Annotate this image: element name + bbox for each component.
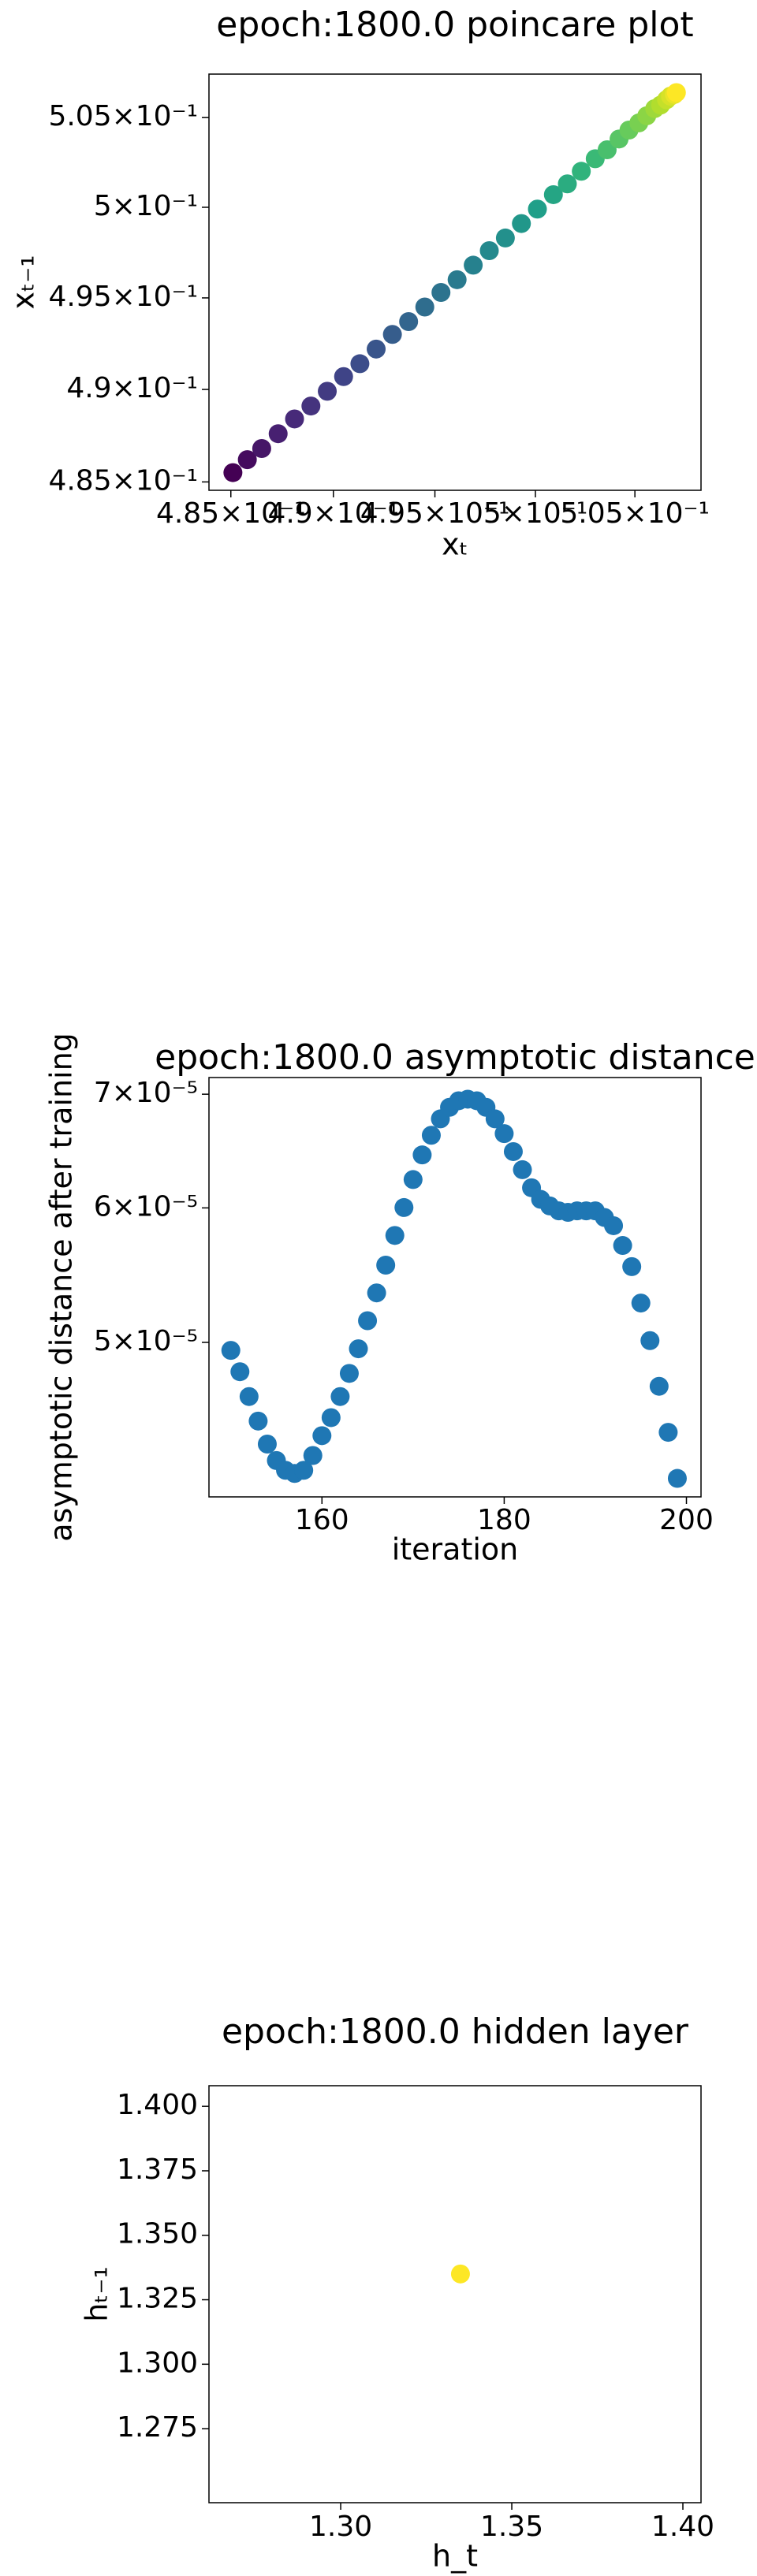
x-axis-label: iteration: [392, 1532, 519, 1567]
point: [268, 424, 288, 444]
point: [513, 1160, 532, 1179]
point: [367, 1283, 386, 1303]
point: [543, 184, 563, 204]
y-tick-label: 1.275: [117, 2411, 198, 2444]
point: [450, 2264, 470, 2284]
point: [613, 1236, 632, 1256]
point: [248, 1411, 268, 1431]
point: [334, 367, 353, 386]
y-tick-label: 6×10⁻⁵: [94, 1190, 198, 1223]
point: [479, 240, 499, 260]
point: [495, 228, 515, 248]
y-tick-label: 7×10⁻⁵: [94, 1077, 198, 1109]
y-axis-label: xₜ₋₁: [6, 255, 41, 310]
point: [312, 1426, 332, 1446]
point: [640, 1331, 660, 1350]
axes-frame: [208, 1077, 702, 1498]
x-axis-label: h_t: [432, 2539, 478, 2574]
point: [385, 1226, 405, 1245]
x-axis-label: xₜ: [442, 527, 468, 562]
point: [285, 409, 304, 429]
y-tick-label: 1.350: [117, 2218, 198, 2250]
point: [503, 1141, 523, 1161]
y-axis-label: hₜ₋₁: [80, 2266, 114, 2322]
y-tick-label: 4.95×10⁻¹: [48, 281, 198, 313]
y-tick-label: 1.375: [117, 2153, 198, 2186]
point: [512, 214, 531, 233]
point: [350, 354, 370, 374]
point: [667, 1469, 687, 1488]
point: [604, 1215, 624, 1235]
point: [631, 1294, 651, 1313]
point: [330, 1387, 350, 1406]
point: [485, 1109, 505, 1129]
point: [658, 1423, 678, 1442]
x-tick-label: 1.30: [309, 2511, 372, 2543]
point: [494, 1124, 514, 1144]
x-tick-label: 4.9×10⁻¹: [267, 497, 399, 530]
x-tick-label: 5×10⁻¹: [483, 497, 587, 530]
point: [318, 382, 337, 401]
point: [421, 1126, 441, 1145]
point: [557, 174, 577, 194]
point: [412, 1145, 432, 1165]
chart-title: epoch:1800.0 poincare plot: [216, 5, 693, 45]
chart-title: epoch:1800.0 hidden layer: [222, 2012, 689, 2052]
point: [376, 1255, 396, 1275]
point: [431, 282, 451, 302]
point: [415, 297, 434, 317]
point: [223, 463, 243, 482]
axes-frame: [208, 2085, 702, 2503]
point: [301, 396, 321, 416]
axes-frame: [208, 73, 702, 491]
point: [447, 270, 467, 289]
point: [257, 1435, 277, 1454]
y-tick-label: 1.300: [117, 2347, 198, 2379]
x-tick-label: 160: [295, 1504, 349, 1536]
point: [367, 339, 386, 359]
point: [303, 1446, 323, 1465]
point: [339, 1364, 359, 1383]
y-tick-label: 1.325: [117, 2283, 198, 2315]
point: [649, 1376, 669, 1396]
point: [358, 1311, 378, 1331]
point: [403, 1170, 423, 1189]
point: [239, 1387, 259, 1406]
point: [666, 83, 686, 102]
y-tick-label: 4.9×10⁻¹: [66, 372, 198, 404]
y-tick-label: 5.05×10⁻¹: [48, 100, 198, 132]
y-tick-label: 5×10⁻⁵: [94, 1325, 198, 1357]
point: [464, 255, 483, 275]
x-tick-label: 4.85×10⁻¹: [156, 497, 306, 530]
x-tick-label: 4.95×10⁻¹: [360, 497, 510, 530]
point: [252, 439, 271, 459]
x-tick-label: 1.35: [480, 2511, 543, 2543]
x-tick-label: 5.05×10⁻¹: [560, 497, 710, 530]
x-tick-label: 180: [477, 1504, 531, 1536]
point: [394, 1197, 414, 1217]
point: [572, 162, 591, 181]
y-tick-label: 1.400: [117, 2089, 198, 2121]
point: [382, 325, 402, 344]
point: [230, 1362, 250, 1382]
chart-title: epoch:1800.0 asymptotic distance: [155, 1037, 755, 1078]
y-axis-label: asymptotic distance after training: [44, 1033, 79, 1542]
point: [349, 1339, 368, 1359]
y-tick-label: 5×10⁻¹: [94, 190, 198, 222]
x-tick-label: 200: [659, 1504, 714, 1536]
point: [321, 1408, 341, 1428]
point: [294, 1461, 314, 1480]
point: [221, 1341, 241, 1361]
y-tick-label: 4.85×10⁻¹: [48, 464, 198, 497]
point: [237, 450, 257, 470]
point: [528, 199, 547, 219]
point: [622, 1256, 642, 1276]
x-tick-label: 1.40: [651, 2511, 714, 2543]
point: [399, 312, 419, 332]
